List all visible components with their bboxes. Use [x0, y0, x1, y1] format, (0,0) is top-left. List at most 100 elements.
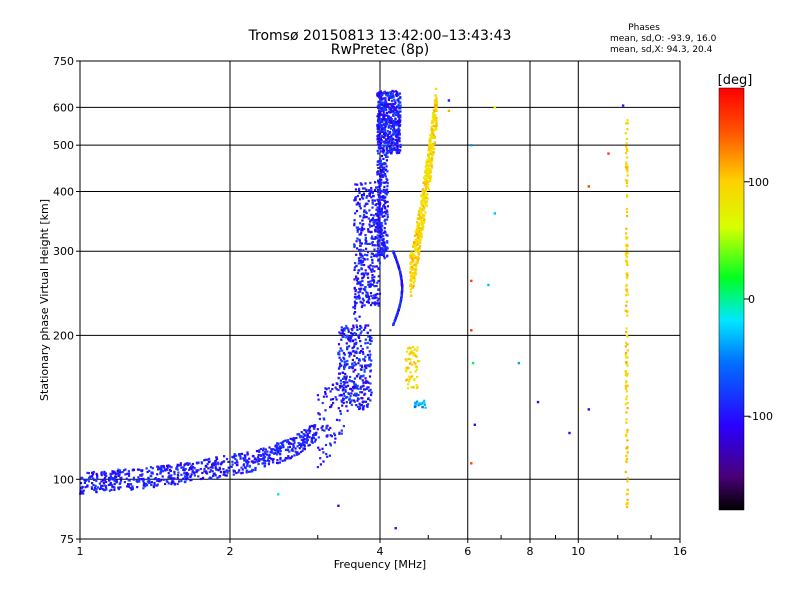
data-point: [384, 222, 387, 225]
data-point: [324, 409, 327, 412]
data-point: [136, 468, 140, 471]
data-point: [429, 177, 432, 180]
data-point: [625, 433, 628, 436]
data-point: [625, 435, 628, 438]
data-point: [381, 98, 384, 101]
data-point: [378, 122, 381, 125]
data-point: [371, 276, 374, 279]
data-point: [140, 478, 143, 481]
data-point: [626, 402, 629, 405]
data-point: [379, 159, 382, 162]
data-point: [348, 353, 352, 356]
data-point: [177, 474, 180, 477]
data-point: [377, 217, 380, 220]
data-point: [376, 299, 379, 302]
data-point: [391, 89, 394, 93]
data-point: [317, 436, 320, 439]
data-point: [413, 234, 417, 237]
data-point: [353, 312, 356, 315]
data-point: [417, 248, 420, 251]
data-point: [493, 106, 496, 109]
data-point: [366, 195, 369, 198]
data-point: [358, 282, 361, 285]
data-point: [389, 149, 392, 152]
data-point: [302, 441, 305, 444]
data-point: [416, 256, 419, 259]
data-point: [335, 398, 338, 401]
data-point: [470, 329, 473, 332]
data-point: [432, 113, 435, 116]
data-point: [428, 157, 431, 160]
data-point: [164, 482, 167, 486]
data-point: [625, 351, 628, 354]
data-point: [386, 135, 390, 138]
data-point: [421, 226, 425, 229]
data-point: [160, 468, 163, 471]
data-point: [315, 431, 318, 434]
data-point: [203, 459, 206, 462]
colorbar: [718, 87, 745, 511]
data-point: [345, 401, 348, 404]
data-point: [329, 442, 332, 445]
data-point: [432, 143, 435, 146]
data-point: [140, 474, 143, 477]
data-point: [205, 464, 208, 467]
data-point: [428, 140, 431, 143]
data-point: [234, 457, 237, 460]
data-point: [383, 218, 386, 221]
data-point: [377, 121, 380, 124]
data-point: [360, 226, 364, 229]
data-point: [371, 274, 374, 277]
data-point: [351, 332, 354, 336]
data-point: [166, 466, 169, 469]
y-tick-label: 500: [53, 139, 74, 152]
data-point: [380, 164, 383, 167]
data-point: [409, 271, 412, 274]
data-point: [349, 380, 352, 383]
data-point: [393, 127, 396, 131]
data-point: [413, 379, 416, 382]
data-point: [130, 488, 133, 491]
data-point: [183, 469, 186, 472]
data-point: [363, 304, 366, 307]
data-point: [374, 226, 377, 229]
data-point: [215, 456, 218, 459]
data-point: [377, 180, 380, 183]
data-point: [424, 406, 427, 409]
data-point: [377, 218, 380, 221]
data-point: [346, 384, 350, 387]
data-point: [386, 182, 389, 185]
data-point: [244, 466, 247, 470]
data-point: [625, 390, 628, 393]
data-point: [368, 194, 371, 197]
data-point: [368, 375, 372, 378]
data-point: [420, 227, 423, 230]
data-point: [92, 484, 95, 487]
data-point: [104, 485, 108, 488]
data-point: [369, 342, 372, 345]
data-point: [354, 368, 357, 371]
data-point: [286, 457, 289, 460]
data-point: [325, 425, 328, 428]
data-point: [378, 139, 381, 142]
data-point: [374, 237, 377, 240]
data-point: [411, 363, 414, 366]
data-point: [290, 442, 293, 445]
data-point: [383, 153, 386, 156]
data-point: [344, 388, 347, 392]
data-point: [353, 364, 356, 367]
data-point: [380, 125, 383, 128]
data-point: [382, 253, 385, 256]
data-point: [380, 178, 383, 181]
data-point: [356, 228, 359, 232]
data-point: [397, 266, 400, 269]
data-point: [343, 382, 346, 385]
data-point: [354, 293, 357, 296]
data-point: [370, 189, 373, 192]
data-point: [355, 341, 358, 344]
data-point: [417, 242, 420, 245]
data-point: [390, 111, 393, 114]
data-point: [377, 100, 380, 103]
data-point: [339, 386, 342, 389]
